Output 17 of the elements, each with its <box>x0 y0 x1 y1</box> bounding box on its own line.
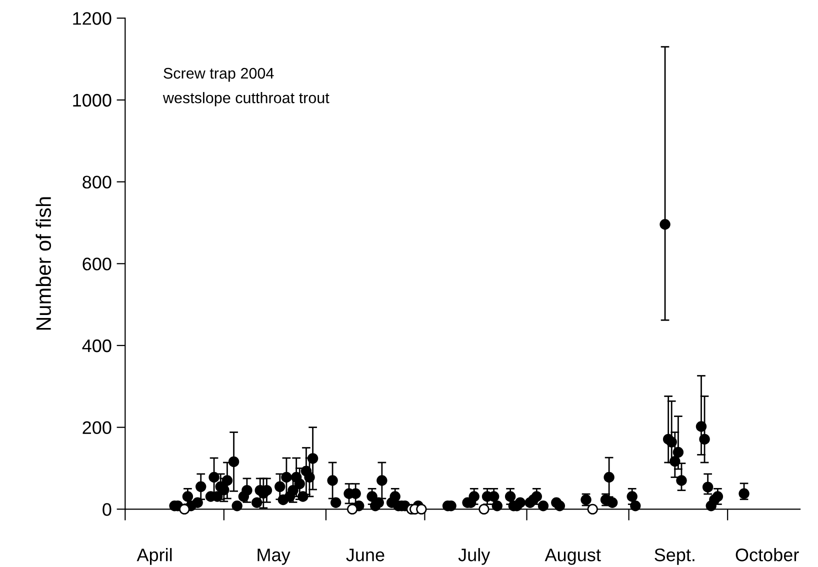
y-tick-label: 1000 <box>73 94 112 107</box>
x-tick-label: Sept. <box>654 548 694 565</box>
x-tick-label: May <box>258 548 290 565</box>
y-tick-label: 1200 <box>73 12 112 25</box>
y-tick-label: 400 <box>82 339 112 352</box>
x-tick-label: October <box>736 548 799 562</box>
x-tick-label: August <box>544 548 601 565</box>
x-tick-label: June <box>346 548 384 562</box>
annotation: Screw trap 2004 <box>164 68 274 82</box>
y-tick-label: 800 <box>82 176 112 189</box>
y-axis-title: Number of fish <box>36 197 52 330</box>
y-tick-label: 600 <box>82 258 112 270</box>
x-tick-label: July <box>458 548 490 565</box>
y-tick-label: 200 <box>82 421 112 434</box>
x-tick-label: April <box>136 548 172 565</box>
annotation: westslope cutthroat trout <box>162 92 330 106</box>
y-tick-label: 0 <box>102 503 112 516</box>
